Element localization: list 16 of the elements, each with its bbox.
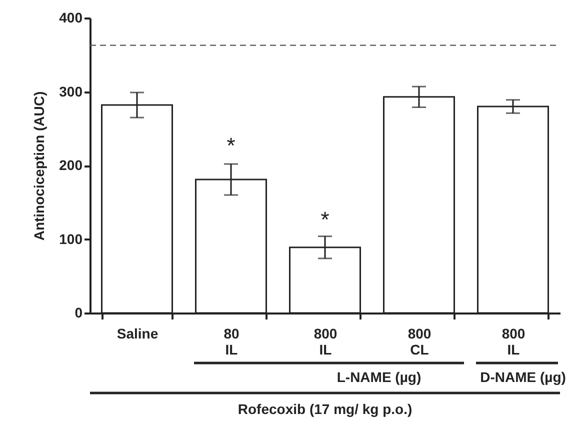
y-axis-title: Antinociception (AUC) xyxy=(31,91,48,241)
x-tick-label: 80 IL xyxy=(224,326,240,358)
x-tick-label: 800 CL xyxy=(408,326,432,358)
x-tick-label: 800 IL xyxy=(314,326,338,358)
x-tick-label: Saline xyxy=(116,326,158,342)
y-tick-label: 0 xyxy=(74,304,83,320)
annotation: * xyxy=(320,206,330,232)
x-axis-title: Rofecoxib (17 mg/ kg p.o.) xyxy=(238,401,412,417)
text: D-NAME (µg) xyxy=(480,369,566,385)
x-tick-label: 800 IL xyxy=(502,326,526,358)
y-tick-label: 400 xyxy=(59,10,83,26)
y-tick-label: 300 xyxy=(59,83,83,100)
y-tick-label: 100 xyxy=(59,230,83,247)
y-tick-label: 200 xyxy=(59,157,83,173)
text: L-NAME (µg) xyxy=(336,369,422,385)
annotation: * xyxy=(226,133,236,158)
